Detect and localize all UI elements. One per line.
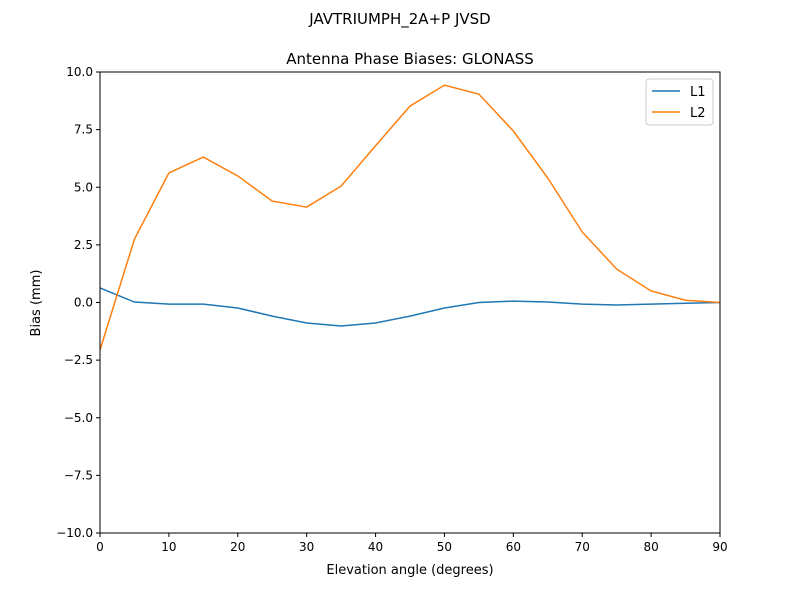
x-tick-label: 60 xyxy=(506,540,521,554)
y-tick-label: 5.0 xyxy=(74,180,93,194)
x-axis-label: Elevation angle (degrees) xyxy=(326,563,493,578)
x-tick-label: 70 xyxy=(575,540,590,554)
y-tick-label: −5.0 xyxy=(64,411,93,425)
x-tick-label: 40 xyxy=(368,540,383,554)
x-tick-label: 0 xyxy=(96,540,104,554)
y-axis-label: Bias (mm) xyxy=(29,270,44,337)
series-line-l2 xyxy=(100,85,720,350)
legend-label-l1: L1 xyxy=(690,85,706,100)
legend-label-l2: L2 xyxy=(690,106,706,121)
x-tick-label: 80 xyxy=(643,540,658,554)
y-tick-label: 10.0 xyxy=(66,65,93,79)
y-tick-label: 2.5 xyxy=(74,238,93,252)
y-tick-label: −2.5 xyxy=(64,353,93,367)
x-tick-label: 50 xyxy=(437,540,452,554)
chart-title: Antenna Phase Biases: GLONASS xyxy=(286,50,534,68)
y-tick-label: 0.0 xyxy=(74,296,93,310)
chart-suptitle: JAVTRIUMPH_2A+P JVSD xyxy=(308,10,490,29)
y-tick-label: −7.5 xyxy=(64,468,93,482)
x-tick-label: 10 xyxy=(161,540,176,554)
x-tick-label: 20 xyxy=(230,540,245,554)
x-tick-label: 30 xyxy=(299,540,314,554)
plot-area-frame xyxy=(100,72,720,533)
y-tick-label: −10.0 xyxy=(56,526,93,540)
y-tick-label: 7.5 xyxy=(74,123,93,137)
series-line-l1 xyxy=(100,288,720,326)
x-tick-label: 90 xyxy=(712,540,727,554)
